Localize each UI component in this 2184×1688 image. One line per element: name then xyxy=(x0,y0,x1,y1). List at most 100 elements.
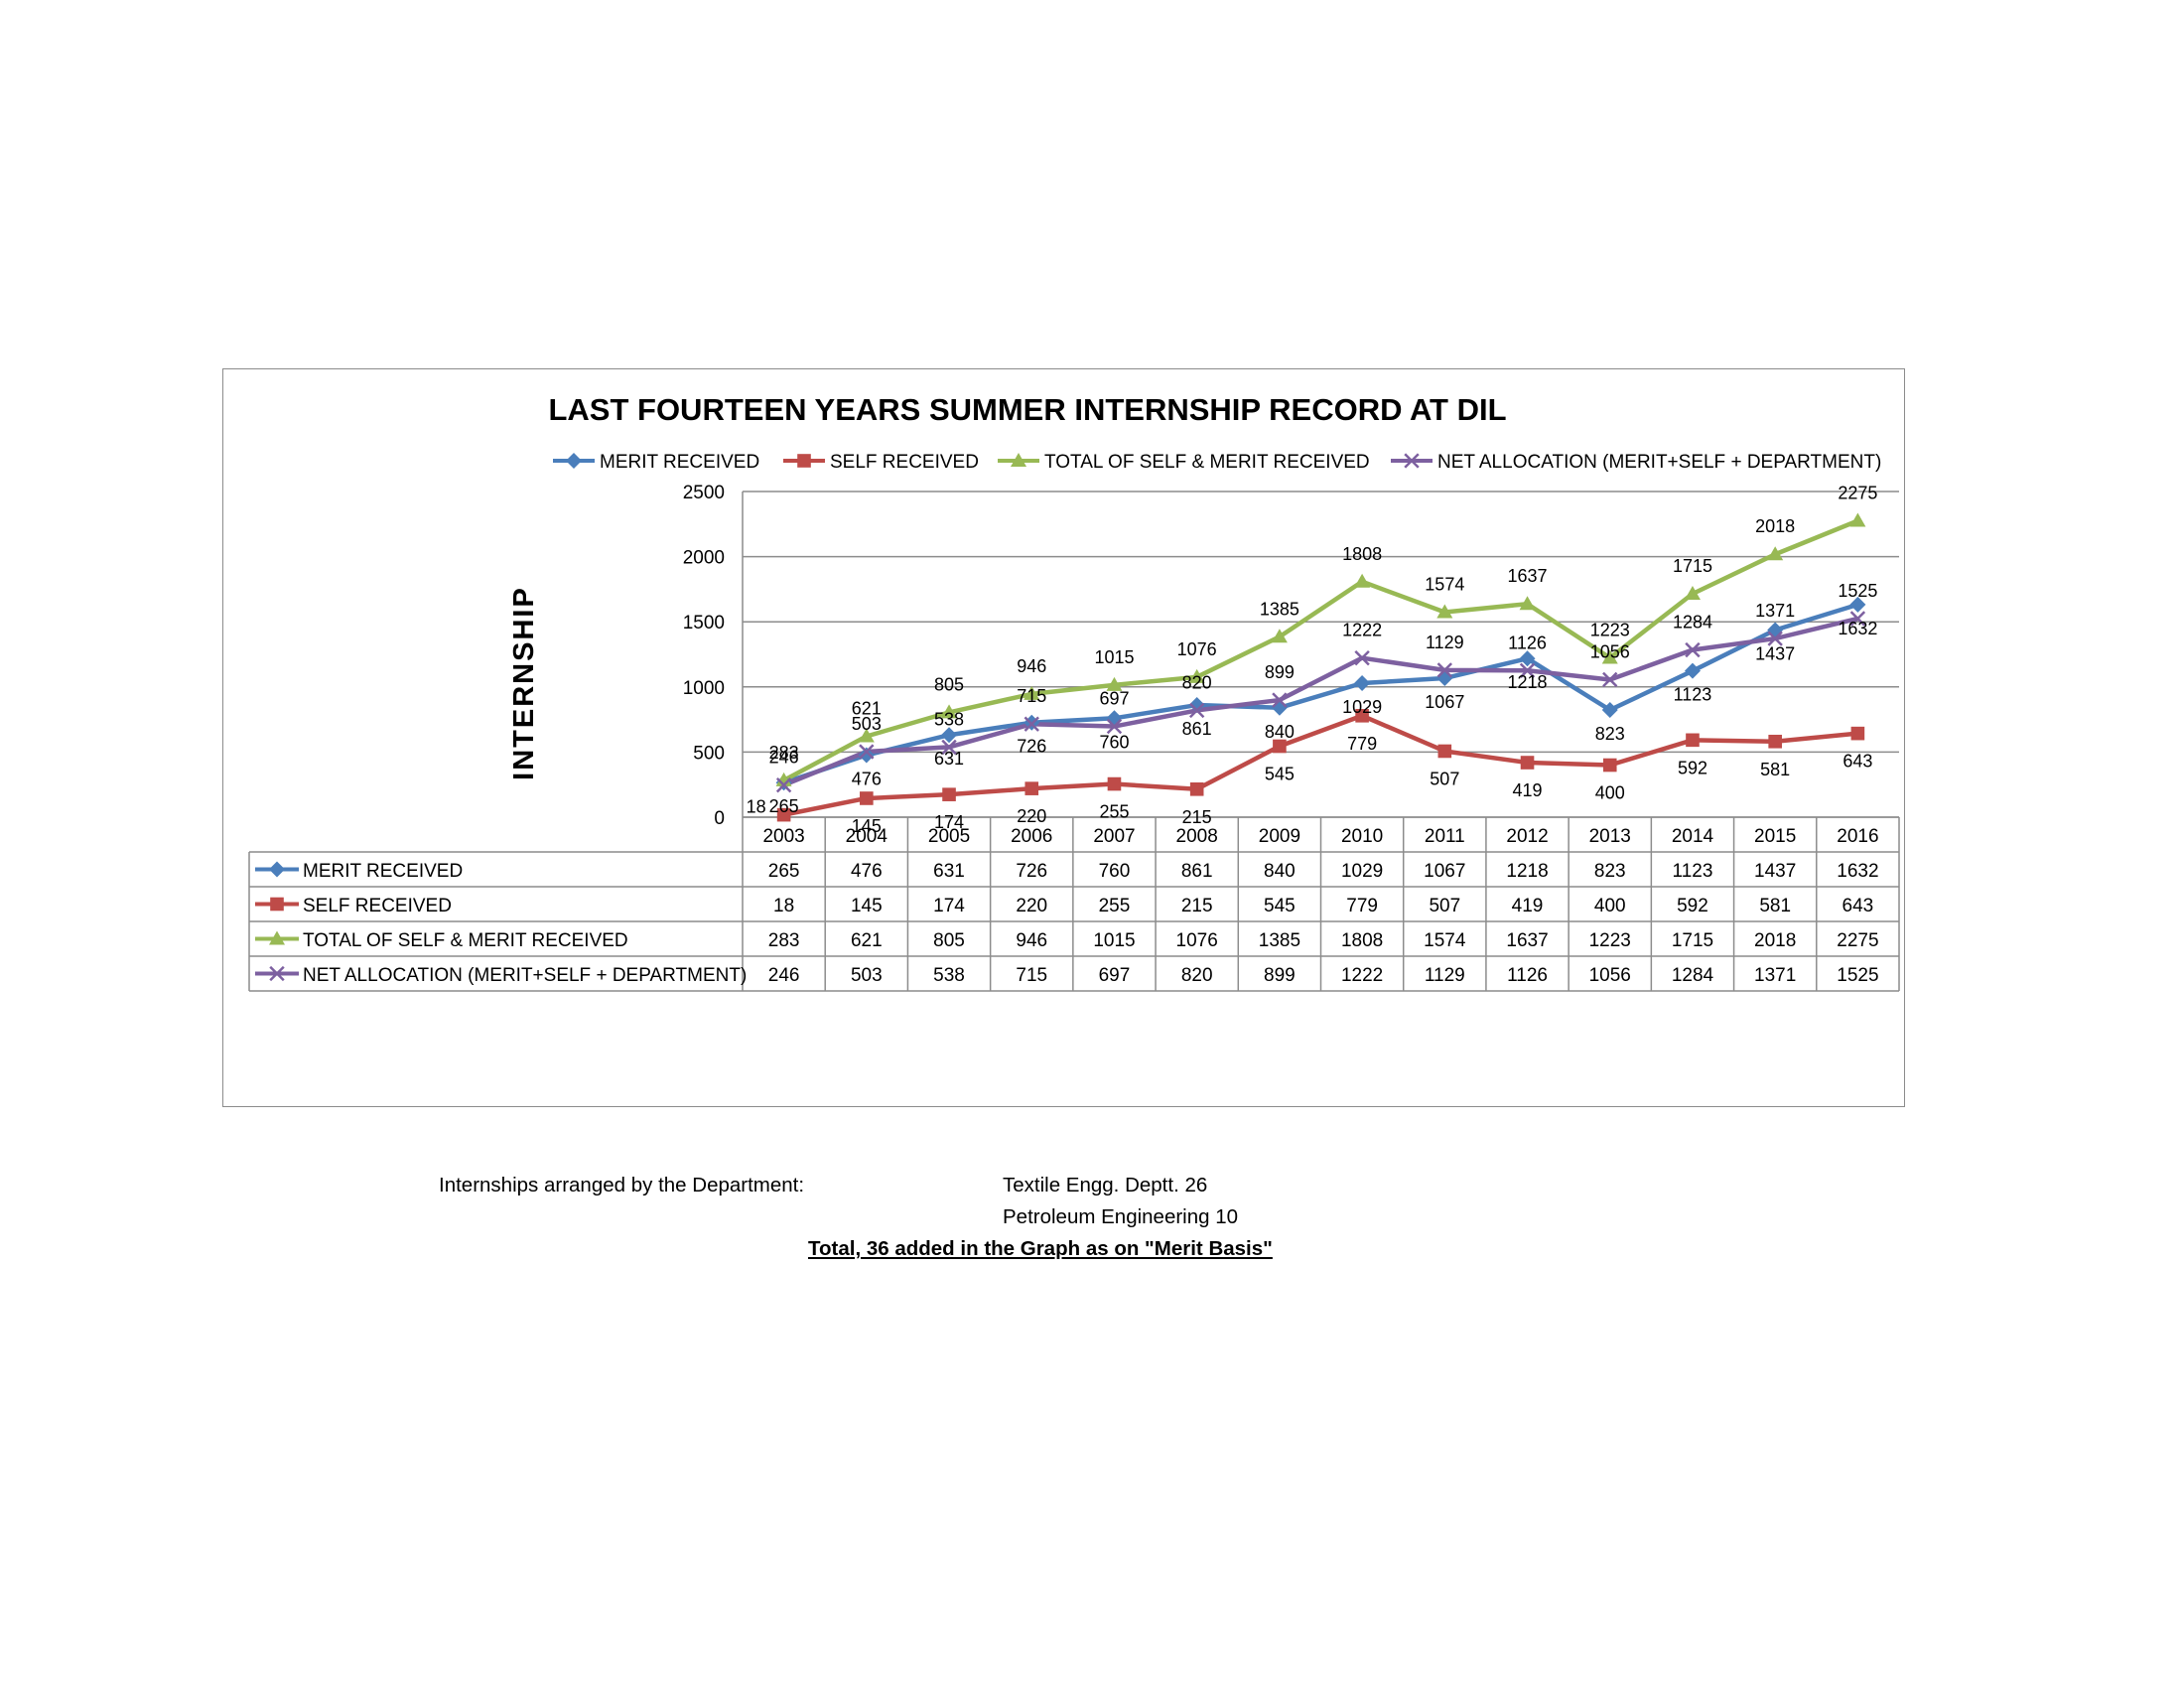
data-point xyxy=(1767,546,1784,561)
data-point xyxy=(1106,676,1123,691)
table-cell: 1123 xyxy=(1673,861,1713,882)
data-point xyxy=(858,747,875,764)
table-cell: 715 xyxy=(1016,965,1047,986)
data-label: 1284 xyxy=(1673,613,1712,633)
table-cell: 621 xyxy=(851,930,883,951)
data-label: 2018 xyxy=(1755,516,1795,536)
table-row-label-1: MERIT RECEIVED xyxy=(303,861,463,882)
data-point xyxy=(1684,662,1701,679)
x-tick-label-2014: 2014 xyxy=(1672,826,1714,847)
table-cell: 805 xyxy=(933,930,965,951)
data-point xyxy=(1602,671,1618,688)
data-point xyxy=(1436,670,1453,687)
data-label: 1525 xyxy=(1838,581,1877,601)
table-cell: 220 xyxy=(1016,896,1047,916)
table-cell: 503 xyxy=(851,965,883,986)
table-cell: 1056 xyxy=(1589,965,1631,986)
x-tick-label-2011: 2011 xyxy=(1425,826,1465,847)
x-tick-label-2006: 2006 xyxy=(1011,826,1052,847)
table-row-label-4: NET ALLOCATION (MERIT+SELF + DEPARTMENT) xyxy=(303,965,747,986)
data-point xyxy=(941,727,958,744)
table-cell: 174 xyxy=(933,896,965,916)
x-tick-label-2013: 2013 xyxy=(1589,826,1631,847)
data-point xyxy=(1188,668,1205,683)
data-point xyxy=(941,739,957,756)
table-cell: 820 xyxy=(1181,965,1213,986)
data-label: 215 xyxy=(1182,807,1212,827)
data-label: 400 xyxy=(1595,783,1625,803)
table-cell: 476 xyxy=(851,861,883,882)
data-point xyxy=(1437,744,1452,759)
table-cell: 283 xyxy=(768,930,800,951)
data-label: 820 xyxy=(1182,672,1212,692)
table-legend-marker-1 xyxy=(269,861,285,878)
data-label: 2275 xyxy=(1838,484,1877,503)
data-label: 899 xyxy=(1265,662,1295,682)
data-point xyxy=(1188,697,1205,714)
table-cell: 400 xyxy=(1594,896,1626,916)
data-label: 255 xyxy=(1099,802,1129,822)
data-label: 545 xyxy=(1265,764,1295,783)
data-label: 621 xyxy=(852,699,882,719)
data-point xyxy=(1768,734,1782,749)
table-cell: 1437 xyxy=(1754,861,1796,882)
data-label: 861 xyxy=(1182,719,1212,739)
table-row-label-2: SELF RECEIVED xyxy=(303,896,452,916)
y-tick-label-0: 0 xyxy=(714,808,725,829)
table-cell: 760 xyxy=(1099,861,1131,882)
data-label: 246 xyxy=(769,748,799,768)
table-cell: 1126 xyxy=(1507,965,1548,986)
data-label: 419 xyxy=(1513,780,1543,800)
legend-marker-2 xyxy=(797,454,811,468)
x-tick-label-2004: 2004 xyxy=(846,826,888,847)
table-cell: 779 xyxy=(1346,896,1378,916)
table-cell: 1715 xyxy=(1672,930,1713,951)
x-tick-label-2009: 2009 xyxy=(1259,826,1300,847)
x-tick-label-2012: 2012 xyxy=(1506,826,1548,847)
data-label: 503 xyxy=(852,714,882,734)
x-tick-label-2016: 2016 xyxy=(1837,826,1878,847)
x-tick-label-2007: 2007 xyxy=(1093,826,1135,847)
table-cell: 215 xyxy=(1181,896,1213,916)
data-point xyxy=(1767,631,1783,646)
table-cell: 145 xyxy=(851,896,883,916)
line-chart: LAST FOURTEEN YEARS SUMMER INTERNSHIP RE… xyxy=(248,392,1900,992)
data-label: 779 xyxy=(1347,734,1377,754)
table-cell: 581 xyxy=(1759,896,1791,916)
data-point xyxy=(1273,739,1287,754)
table-cell: 545 xyxy=(1264,896,1296,916)
table-cell: 631 xyxy=(933,861,965,882)
data-point xyxy=(1520,756,1535,770)
data-point xyxy=(1686,733,1700,748)
department-note-petroleum: Petroleum Engineering 10 xyxy=(1003,1205,1239,1228)
table-cell: 1371 xyxy=(1754,965,1796,986)
data-label: 715 xyxy=(1017,686,1046,706)
x-tick-label-2008: 2008 xyxy=(1176,826,1218,847)
table-cell: 419 xyxy=(1512,896,1544,916)
table-cell: 1076 xyxy=(1176,930,1218,951)
data-point xyxy=(1519,650,1536,667)
table-cell: 255 xyxy=(1099,896,1131,916)
data-label: 726 xyxy=(1017,737,1046,757)
data-label: 1808 xyxy=(1342,544,1382,564)
data-label: 643 xyxy=(1843,752,1872,772)
table-cell: 538 xyxy=(933,965,965,986)
data-point xyxy=(1685,641,1701,658)
chart-title: LAST FOURTEEN YEARS SUMMER INTERNSHIP RE… xyxy=(548,392,1506,427)
table-legend-marker-2 xyxy=(270,897,284,912)
data-label: 220 xyxy=(1017,806,1046,826)
data-point xyxy=(1601,649,1618,664)
data-label: 18 xyxy=(747,797,766,817)
table-cell: 697 xyxy=(1099,965,1131,986)
table-cell: 1808 xyxy=(1341,930,1383,951)
data-label: 1123 xyxy=(1674,685,1712,705)
data-label: 1015 xyxy=(1094,647,1134,667)
data-point xyxy=(1188,702,1205,719)
data-label: 1067 xyxy=(1425,692,1464,712)
x-tick-label-2003: 2003 xyxy=(762,826,804,847)
data-point xyxy=(1436,662,1453,678)
data-point xyxy=(1355,708,1369,723)
data-point xyxy=(1849,512,1866,527)
table-cell: 1574 xyxy=(1424,930,1466,951)
data-point xyxy=(1107,776,1122,791)
